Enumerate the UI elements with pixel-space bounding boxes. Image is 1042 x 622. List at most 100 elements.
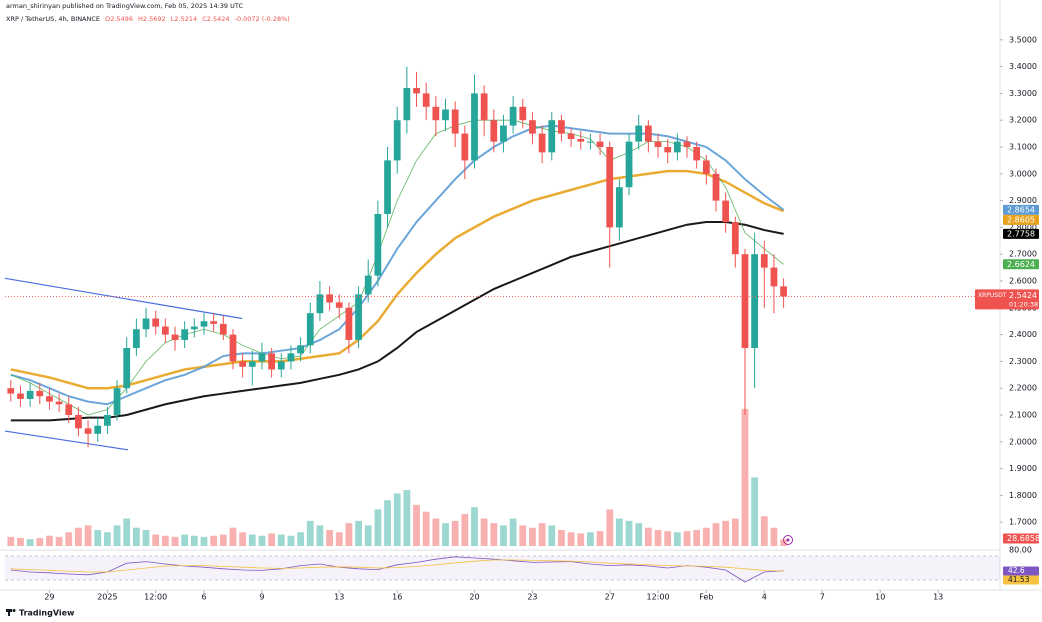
y-tick-label: 3.1000 [1009, 143, 1037, 152]
volume-bar [480, 518, 488, 546]
candle-body [731, 222, 739, 255]
volume-bar [7, 536, 15, 546]
rsi-line [10, 556, 784, 583]
symbol-legend: XRP / TetherUS, 4h, BINANCE O2.5496 H2.5… [6, 15, 290, 23]
symbol-title: XRP / TetherUS, 4h, BINANCE [6, 15, 100, 23]
moving-average [10, 169, 785, 390]
ma-label-box [1003, 228, 1039, 239]
candle-body [558, 120, 565, 134]
candle-body [17, 393, 24, 399]
moving-average [10, 221, 784, 422]
volume-bar [123, 518, 131, 546]
candle-body [461, 133, 469, 161]
volume-bar [75, 527, 82, 546]
candle-body [46, 396, 53, 402]
volume-bar [567, 532, 575, 546]
volume-bar [36, 538, 44, 546]
candle-body [277, 361, 285, 370]
symbol-label: XRPUSDT [978, 292, 1007, 299]
volume-bar [345, 523, 353, 546]
y-tick-label: 2.8000 [1009, 223, 1037, 232]
candle-body [664, 147, 672, 153]
candle-body [538, 133, 546, 153]
candle-body [770, 267, 778, 287]
candle-body [335, 302, 343, 308]
candle-body [326, 294, 333, 303]
ma-label-box [1003, 204, 1039, 215]
volume-bar [760, 516, 768, 546]
volume-bar [46, 535, 53, 546]
volume-bar [606, 509, 614, 546]
candle-body [55, 401, 63, 405]
volume-label: 28.6858 [1007, 534, 1040, 543]
volume-bar [722, 520, 730, 546]
volume-bar [364, 525, 372, 546]
last-price-box [975, 289, 1039, 310]
volume-bar [239, 532, 247, 546]
volume-bar [509, 518, 517, 546]
candle-body [529, 120, 536, 134]
volume-bar [500, 525, 507, 546]
volume-bar [413, 504, 420, 546]
y-tick-label: 2.2000 [1009, 384, 1037, 393]
candle-body [654, 141, 662, 147]
candle-body [26, 390, 34, 399]
volume-bar [190, 535, 198, 546]
trendline [4, 430, 128, 451]
volume-bar [770, 527, 778, 546]
x-tick-label: 7 [820, 593, 825, 602]
volume-bar [17, 538, 24, 546]
volume-bar [751, 477, 759, 546]
candle-body [616, 187, 623, 228]
candle-body [548, 120, 556, 153]
x-tick-label: 4 [762, 593, 767, 602]
moving-average [10, 124, 785, 406]
volume-bar [374, 509, 382, 546]
candle-body [683, 141, 691, 147]
y-tick-label: 2.1000 [1009, 411, 1037, 420]
volume-bar [316, 525, 324, 546]
volume-bar [548, 525, 556, 546]
volume-bar [113, 525, 121, 546]
candle-body [712, 173, 720, 201]
volume-bar [200, 536, 208, 546]
volume-bar [104, 532, 111, 546]
candle-body [219, 323, 227, 335]
countdown-label: 01:20:38 [1009, 300, 1038, 308]
candle-body [190, 326, 198, 330]
volume-bar [442, 523, 449, 546]
candle-body [7, 388, 15, 394]
event-icon-dot [786, 538, 790, 542]
y-tick-label: 3.5000 [1009, 35, 1037, 44]
y-tick-label: 2.6000 [1009, 277, 1037, 286]
x-tick-label: 6 [201, 593, 206, 602]
volume-bar [625, 520, 633, 546]
candle-body [751, 254, 759, 348]
volume-bar [683, 531, 691, 546]
volume-bar [65, 532, 73, 546]
volume-bar [529, 527, 536, 546]
volume-bar [471, 507, 478, 546]
volume-bar [712, 523, 720, 546]
candle-body [248, 361, 256, 367]
candle-body [152, 318, 160, 327]
volume-bar [519, 525, 527, 546]
y-tick-label: 1.9000 [1009, 464, 1037, 473]
x-tick-label: 29 [44, 593, 54, 602]
candle-body [673, 141, 681, 153]
candle-body [567, 133, 575, 139]
x-tick-label: 13 [933, 593, 943, 602]
volume-bar [297, 532, 304, 546]
candle-body [142, 318, 150, 330]
volume-bar [654, 530, 662, 546]
candle-body [403, 88, 411, 121]
candle-body [625, 141, 633, 188]
last-price-label: 2.5424 [1009, 291, 1037, 300]
candle-body [432, 106, 440, 121]
volume-bar [451, 520, 459, 546]
rsi-label: 42.6 [1008, 566, 1025, 575]
volume-bar [26, 539, 34, 546]
candle-body [760, 254, 768, 268]
candle-body [741, 254, 749, 348]
